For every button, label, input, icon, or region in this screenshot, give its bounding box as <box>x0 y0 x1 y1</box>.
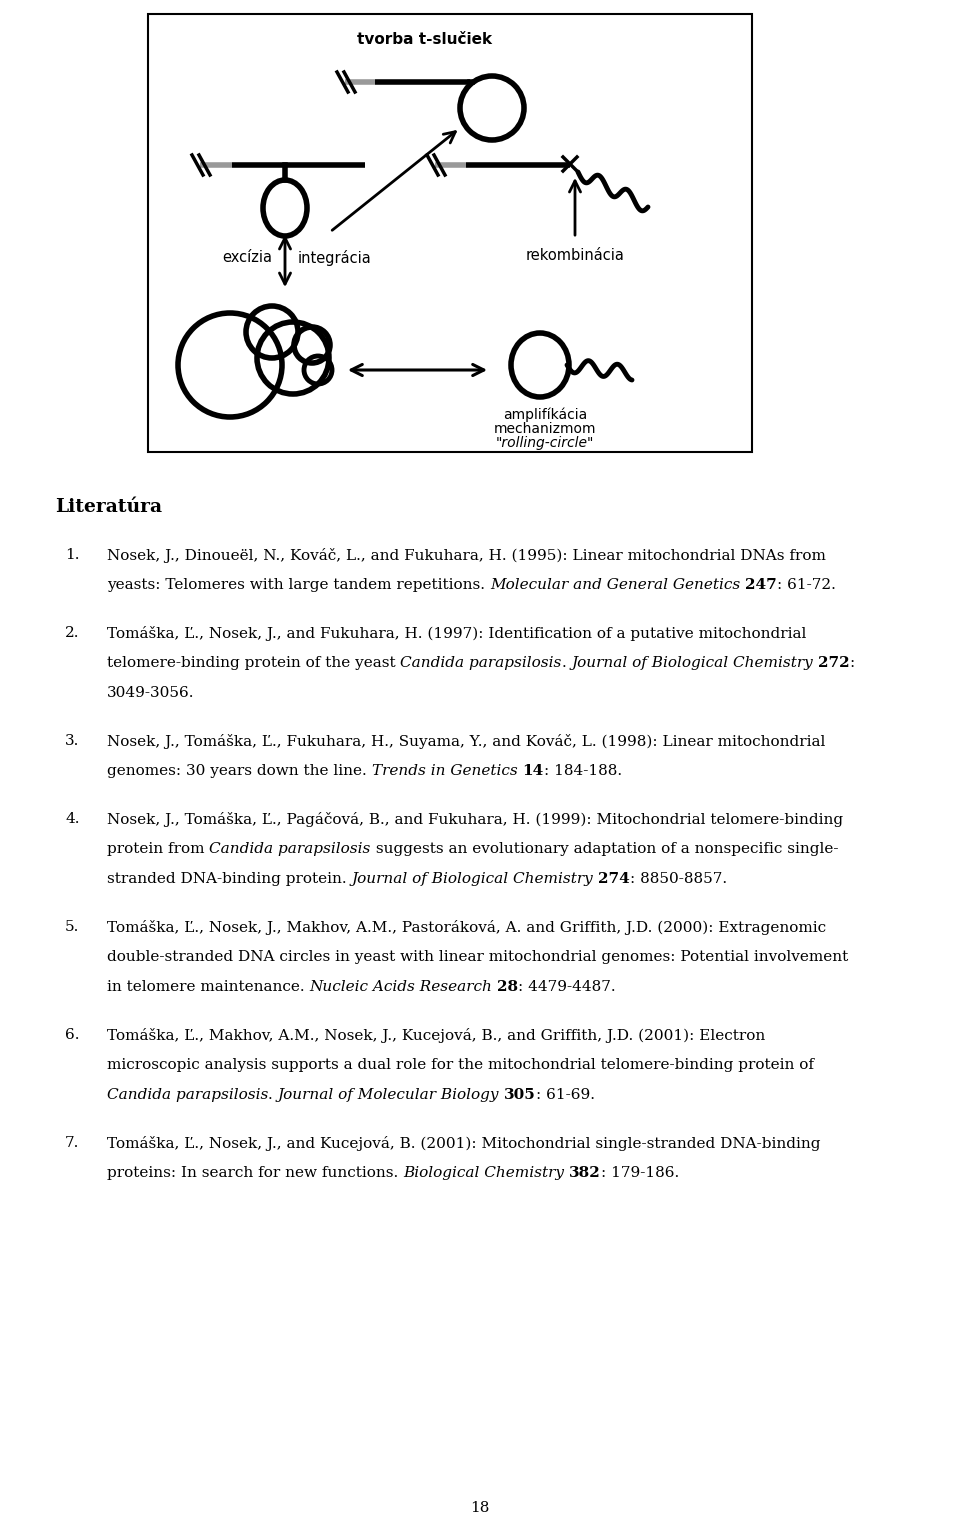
Text: Candida parapsilosis: Candida parapsilosis <box>400 655 562 671</box>
Text: 5.: 5. <box>65 920 80 934</box>
Text: Nosek, J., Tomáška, Ľ., Pagáčová, B., and Fukuhara, H. (1999): Mitochondrial tel: Nosek, J., Tomáška, Ľ., Pagáčová, B., an… <box>107 811 843 827</box>
Text: 3049-3056.: 3049-3056. <box>107 686 195 700</box>
Text: 382: 382 <box>569 1167 601 1180</box>
Text: Journal of Molecular Biology: Journal of Molecular Biology <box>278 1089 499 1102</box>
Text: 7.: 7. <box>65 1136 80 1150</box>
Text: 28: 28 <box>497 980 518 994</box>
Text: .: . <box>269 1089 278 1102</box>
Text: : 179-186.: : 179-186. <box>601 1167 679 1180</box>
Text: Candida parapsilosis: Candida parapsilosis <box>209 842 371 856</box>
Text: rekombinácia: rekombinácia <box>525 248 624 262</box>
Text: in telomere maintenance.: in telomere maintenance. <box>107 980 309 994</box>
Text: excízia: excízia <box>222 251 272 265</box>
Text: Tomáška, Ľ., Nosek, J., and Kucejová, B. (2001): Mitochondrial single-stranded D: Tomáška, Ľ., Nosek, J., and Kucejová, B.… <box>107 1136 821 1151</box>
Text: Tomáška, Ľ., Nosek, J., and Fukuhara, H. (1997): Identification of a putative mi: Tomáška, Ľ., Nosek, J., and Fukuhara, H.… <box>107 626 806 641</box>
Text: 1.: 1. <box>65 548 80 562</box>
Text: proteins: In search for new functions.: proteins: In search for new functions. <box>107 1167 403 1180</box>
Text: Biological Chemistry: Biological Chemistry <box>403 1167 564 1180</box>
Text: mechanizmom: mechanizmom <box>493 423 596 436</box>
Text: Candida parapsilosis: Candida parapsilosis <box>107 1089 269 1102</box>
Text: 274: 274 <box>598 873 630 886</box>
Text: Nucleic Acids Research: Nucleic Acids Research <box>309 980 492 994</box>
Text: Nosek, J., Tomáška, Ľ., Fukuhara, H., Suyama, Y., and Kováč, L. (1998): Linear m: Nosek, J., Tomáška, Ľ., Fukuhara, H., Su… <box>107 733 826 749</box>
Text: Literatúra: Literatúra <box>55 498 162 516</box>
Text: Tomáška, Ľ., Nosek, J., Makhov, A.M., Pastoráková, A. and Griffith, J.D. (2000):: Tomáška, Ľ., Nosek, J., Makhov, A.M., Pa… <box>107 920 827 935</box>
Text: double-stranded DNA circles in yeast with linear mitochondrial genomes: Potentia: double-stranded DNA circles in yeast wit… <box>107 951 849 965</box>
Text: tvorba t-slučiek: tvorba t-slučiek <box>357 32 492 47</box>
Bar <box>148 14 752 452</box>
Text: 6.: 6. <box>65 1027 80 1043</box>
Text: : 61-69.: : 61-69. <box>536 1089 595 1102</box>
Text: integrácia: integrácia <box>298 250 372 266</box>
Text: : 184-188.: : 184-188. <box>543 764 622 778</box>
Text: 305: 305 <box>504 1089 536 1102</box>
Text: 2.: 2. <box>65 626 80 640</box>
Text: :: : <box>850 655 855 671</box>
Text: Molecular and General Genetics: Molecular and General Genetics <box>490 579 740 592</box>
Text: 18: 18 <box>470 1500 490 1516</box>
Text: Trends in Genetics: Trends in Genetics <box>372 764 517 778</box>
Text: : 4479-4487.: : 4479-4487. <box>518 980 616 994</box>
Text: genomes: 30 years down the line.: genomes: 30 years down the line. <box>107 764 372 778</box>
Text: : 61-72.: : 61-72. <box>777 579 835 592</box>
Text: Tomáška, Ľ., Makhov, A.M., Nosek, J., Kucejová, B., and Griffith, J.D. (2001): E: Tomáška, Ľ., Makhov, A.M., Nosek, J., Ku… <box>107 1027 765 1043</box>
Text: Journal of Biological Chemistry: Journal of Biological Chemistry <box>571 655 813 671</box>
Text: suggests an evolutionary adaptation of a nonspecific single-: suggests an evolutionary adaptation of a… <box>371 842 838 856</box>
Text: telomere-binding protein of the yeast: telomere-binding protein of the yeast <box>107 655 400 671</box>
Text: 4.: 4. <box>65 811 80 827</box>
Text: microscopic analysis supports a dual role for the mitochondrial telomere-binding: microscopic analysis supports a dual rol… <box>107 1058 814 1072</box>
Text: stranded DNA-binding protein.: stranded DNA-binding protein. <box>107 873 351 886</box>
Text: 247: 247 <box>745 579 777 592</box>
Text: protein from: protein from <box>107 842 209 856</box>
Text: 14: 14 <box>522 764 543 778</box>
Text: yeasts: Telomeres with large tandem repetitions.: yeasts: Telomeres with large tandem repe… <box>107 579 490 592</box>
Text: "rolling-circle": "rolling-circle" <box>495 436 594 450</box>
Text: amplifíkácia: amplifíkácia <box>503 407 588 423</box>
Text: .: . <box>562 655 571 671</box>
Text: 3.: 3. <box>65 733 80 749</box>
Text: : 8850-8857.: : 8850-8857. <box>630 873 727 886</box>
Text: Journal of Biological Chemistry: Journal of Biological Chemistry <box>351 873 593 886</box>
Text: Nosek, J., Dinoueël, N., Kováč, L., and Fukuhara, H. (1995): Linear mitochondria: Nosek, J., Dinoueël, N., Kováč, L., and … <box>107 548 826 563</box>
Text: 272: 272 <box>818 655 850 671</box>
